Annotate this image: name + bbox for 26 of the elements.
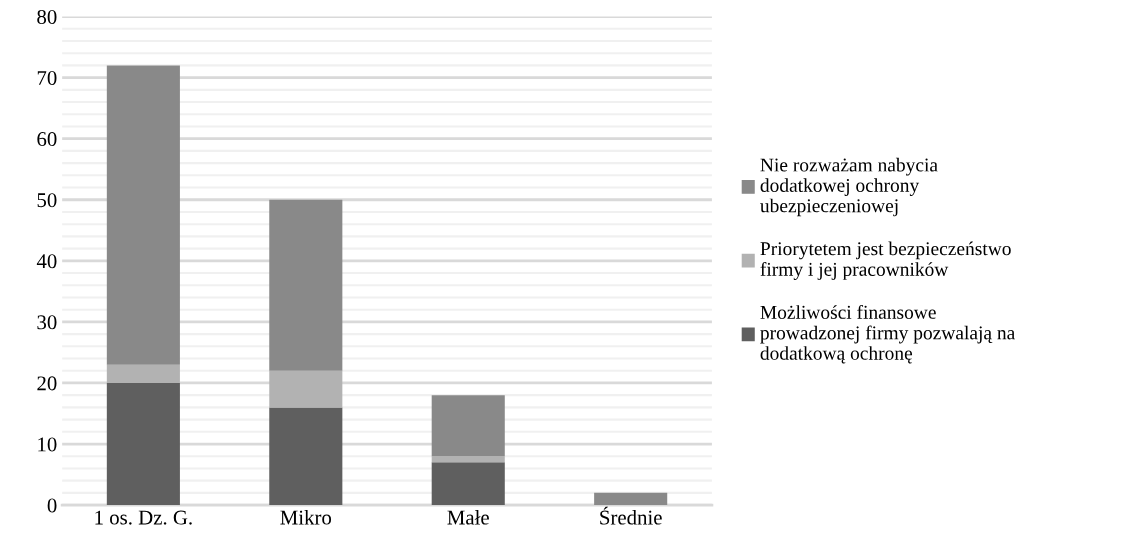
- bar: [431, 395, 505, 457]
- y-tick-label: 70: [37, 71, 57, 86]
- bar: [106, 65, 180, 365]
- bar: [269, 407, 343, 506]
- y-tick-label: 50: [37, 193, 57, 208]
- bar: [269, 199, 343, 371]
- y-tick-label: 30: [37, 315, 57, 330]
- y-tick-label: 80: [37, 9, 57, 24]
- y-tick-label: 40: [36, 254, 57, 269]
- y-tick-label: 0: [47, 498, 57, 513]
- bar: [106, 364, 180, 383]
- bar: [431, 456, 505, 463]
- y-tick-label: 60: [37, 132, 57, 147]
- x-tick-label: Mikro: [280, 509, 332, 525]
- legend-label: Możliwości finansowe prowadzonej firmy pozwalają na dodatkową ochronę: [760, 304, 1015, 364]
- bar: [106, 382, 180, 506]
- y-tick-label: 20: [37, 376, 57, 391]
- legend-label: Priorytetem jest bezpieczeństwo firmy i jej pracowników: [760, 241, 1011, 280]
- x-tick-label: Małe: [447, 509, 489, 525]
- bar: [269, 370, 343, 408]
- x-tick-label: 1 os. Dz. G.: [95, 510, 192, 525]
- y-tick-label: 10: [38, 437, 57, 452]
- bar: [594, 492, 668, 506]
- bar: [431, 462, 505, 506]
- legend-label: Nie rozważam nabycia dodatkowej ochrony ubezpieczeniowej: [760, 157, 938, 217]
- x-tick-label: Średnie: [600, 506, 662, 525]
